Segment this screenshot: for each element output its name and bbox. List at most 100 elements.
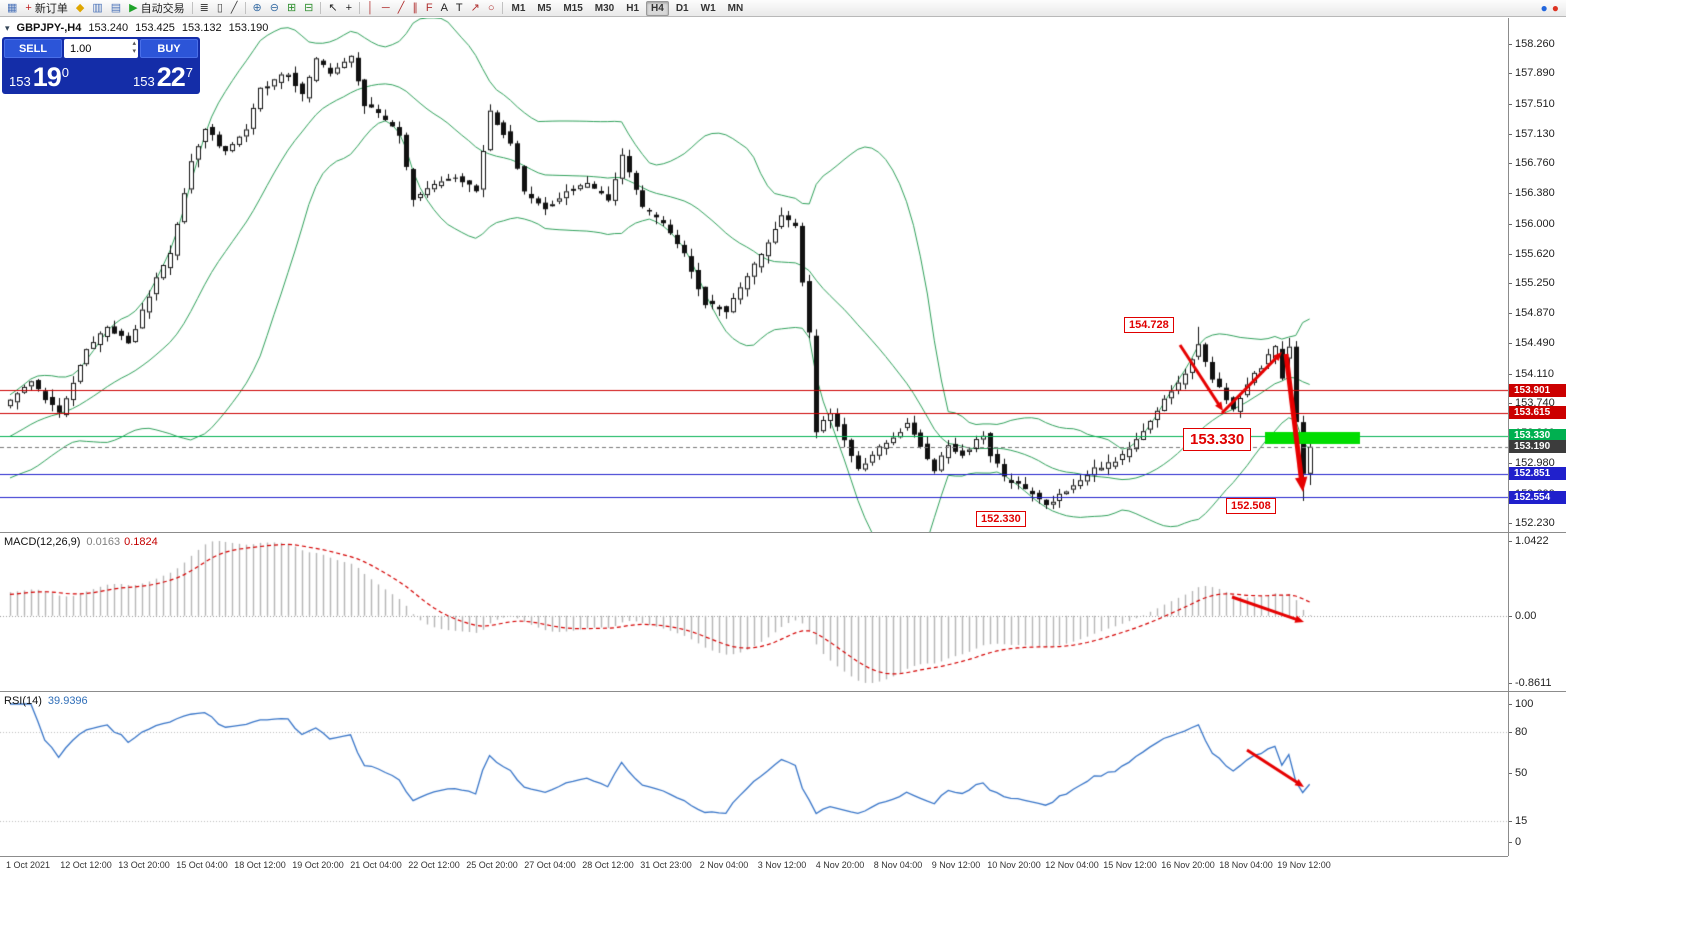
scale-tick: 156.760 (1509, 157, 1555, 169)
bid-price[interactable]: 153 19 0 (9, 58, 69, 92)
data-window-icon[interactable]: ▤ (107, 0, 125, 17)
open-value: 153.240 (88, 22, 129, 34)
timeframe-m5-button[interactable]: M5 (537, 2, 552, 14)
toolbar-separator (320, 2, 322, 14)
rsi-canvas[interactable] (0, 692, 1508, 856)
line-chart-mode-icon[interactable]: ╱ (227, 0, 242, 17)
chevron-down-icon[interactable]: ▾ (5, 22, 10, 33)
trendline-icon[interactable]: ╱ (394, 0, 409, 17)
price-annotation[interactable]: 153.330 (1183, 428, 1252, 451)
fibonacci-icon[interactable]: F (422, 0, 437, 17)
toolbar-right-icons: ● ● (1541, 1, 1564, 16)
scale-tick: 154.490 (1509, 337, 1555, 349)
chart-window-icon[interactable]: ▦ (3, 0, 21, 17)
scale-tick: 0.00 (1509, 610, 1536, 622)
metaeditor-icon[interactable]: ◆ (72, 0, 88, 17)
price-line-label: 153.330 (1509, 429, 1566, 442)
timeframe-h1-button[interactable]: H1 (626, 2, 640, 14)
timeframe-m1-button[interactable]: M1 (511, 2, 526, 14)
date-tick-label: 21 Oct 04:00 (350, 860, 402, 870)
tile-windows-icon[interactable]: ⊞ (283, 0, 300, 17)
cursor-icon[interactable]: ↖ (324, 0, 341, 17)
date-tick-label: 15 Nov 12:00 (1103, 860, 1157, 870)
text-icon: A (440, 1, 448, 14)
text-label-icon[interactable]: T (452, 0, 467, 17)
horizontal-line-icon: ─ (381, 1, 390, 14)
crosshair-icon[interactable]: + (342, 0, 356, 17)
bid-main: 153 (9, 74, 31, 89)
timeframe-d1-button[interactable]: D1 (675, 2, 689, 14)
auto-trading-icon: ▶ (129, 1, 138, 14)
vertical-line-icon[interactable]: │ (363, 0, 378, 17)
status-red-circle-icon[interactable]: ● (1551, 0, 1559, 15)
candlestick-mode-icon[interactable]: ▯ (213, 0, 227, 17)
ask-main: 153 (133, 74, 155, 89)
cascade-windows-icon: ⊟ (304, 1, 314, 14)
market-watch-icon[interactable]: ▥ (88, 0, 106, 17)
scale-tick: 80 (1509, 726, 1527, 738)
bar-chart-mode-icon: ≣ (199, 1, 209, 14)
zoom-out-icon: ⊖ (269, 1, 279, 14)
zoom-out-icon[interactable]: ⊖ (266, 0, 283, 17)
zoom-in-icon: ⊕ (252, 1, 262, 14)
auto-trading-button[interactable]: ▶ 自动交易 (125, 0, 188, 17)
date-tick-label: 8 Nov 04:00 (873, 860, 923, 870)
bar-chart-mode-icon[interactable]: ≣ (196, 0, 213, 17)
timeframe-m30-button[interactable]: M30 (594, 2, 615, 14)
timeframe-h4-button[interactable]: H4 (646, 0, 669, 16)
time-axis[interactable]: 1 Oct 2021 12 Oct 12:00 13 Oct 20:00 15 Oct… (0, 856, 1508, 875)
date-tick-label: 4 Nov 20:00 (815, 860, 865, 870)
volume-up-button[interactable]: ▴ (132, 40, 136, 47)
date-tick-label: 12 Oct 12:00 (60, 860, 112, 870)
shapes-tool-icon[interactable]: ○ (484, 0, 499, 17)
candlestick-mode-icon: ▯ (216, 1, 223, 14)
buy-button[interactable]: BUY (140, 39, 198, 58)
timeframe-m15-button[interactable]: M15 (563, 2, 583, 14)
price-annotation[interactable]: 152.508 (1226, 498, 1276, 514)
low-value: 153.132 (181, 22, 222, 34)
text-icon[interactable]: A (437, 0, 452, 17)
scale-tick: 157.510 (1509, 98, 1555, 110)
toolbar-separator (501, 2, 503, 14)
price-line-label: 153.615 (1509, 406, 1566, 419)
new-order-button[interactable]: + 新订单 (21, 0, 71, 17)
cascade-windows-icon[interactable]: ⊟ (300, 0, 317, 17)
horizontal-line-icon[interactable]: ─ (378, 0, 394, 17)
sell-button[interactable]: SELL (4, 39, 62, 58)
timeframe-w1-button[interactable]: W1 (700, 2, 716, 14)
panel-separator[interactable] (0, 532, 1566, 533)
date-tick-label: 27 Oct 04:00 (524, 860, 576, 870)
volume-field[interactable]: ▴ ▾ (64, 39, 138, 58)
date-tick-label: 13 Oct 20:00 (118, 860, 170, 870)
data-window-icon: ▤ (110, 1, 122, 14)
price-annotation[interactable]: 152.330 (976, 511, 1026, 527)
volume-down-button[interactable]: ▾ (132, 48, 136, 55)
chart-canvas[interactable] (0, 18, 1508, 532)
volume-input[interactable] (64, 42, 120, 55)
date-tick-label: 18 Oct 12:00 (234, 860, 286, 870)
scale-tick: 157.130 (1509, 128, 1555, 140)
zoom-in-icon[interactable]: ⊕ (249, 0, 266, 17)
macd-canvas[interactable] (0, 533, 1508, 691)
date-tick-label: 9 Nov 12:00 (931, 860, 981, 870)
equidistant-channel-icon[interactable]: ∥ (408, 0, 422, 17)
price-scale[interactable]: 158.260 157.890 157.510 157.130 156.760 156.3… (1508, 18, 1566, 532)
ask-price[interactable]: 153 22 7 (133, 58, 193, 92)
price-annotation[interactable]: 154.728 (1124, 317, 1174, 333)
price-line-label: 153.190 (1509, 440, 1566, 453)
macd-scale[interactable]: 1.0422 0.00 -0.8611 (1508, 533, 1566, 691)
status-blue-circle-icon[interactable]: ● (1540, 0, 1548, 15)
bid-point: 0 (61, 65, 69, 80)
mt4-window: ▦ + 新订单 ◆ ▥ ▤ ▶ 自动交易 ≣ ▯ ╱ ⊕ ⊖ ⊞ ⊟ ↖ + │ ─ ╱ ∥ F A T ↗ ○ M1 M5 M15 M3… (0, 0, 1566, 875)
scale-tick: 100 (1509, 698, 1533, 710)
symbol-title: GBPJPY-,H4 (16, 22, 82, 34)
text-label-icon: T (455, 1, 463, 14)
scale-tick: -0.8611 (1509, 677, 1552, 689)
rsi-scale[interactable]: 100 80 50 15 0 (1508, 692, 1566, 856)
panel-separator[interactable] (0, 691, 1566, 692)
equidistant-channel-icon: ∥ (412, 1, 418, 14)
vertical-line-icon: │ (367, 1, 374, 14)
arrows-tool-icon[interactable]: ↗ (467, 0, 484, 17)
timeframe-mn-button[interactable]: MN (727, 2, 744, 14)
